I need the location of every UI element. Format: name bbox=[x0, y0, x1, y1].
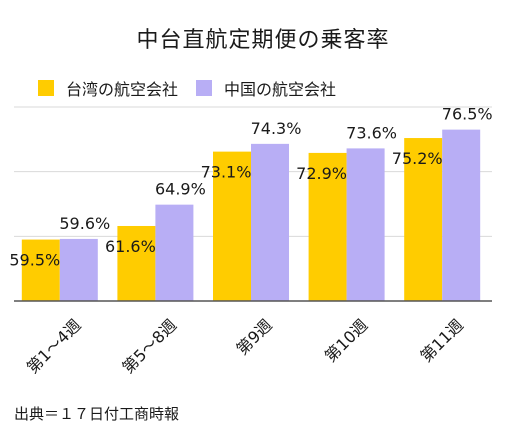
x-tick-label: 第10週 bbox=[321, 315, 371, 365]
data-label-china: 76.5% bbox=[442, 105, 493, 124]
data-label-taiwan: 61.6% bbox=[105, 237, 156, 256]
chart-plot: 59.5% 59.6% 第1～4週 61.6% 64.9% 第5～8週 73.1% 74.3%… bbox=[9, 105, 493, 378]
legend-swatch-taiwan bbox=[38, 80, 54, 96]
data-label-taiwan: 73.1% bbox=[201, 163, 252, 182]
source-note: 出典＝１７日付工商時報 bbox=[14, 405, 180, 423]
bar-taiwan bbox=[404, 138, 443, 301]
legend-item-china: 中国の航空会社 bbox=[196, 76, 336, 100]
bar-china bbox=[155, 204, 194, 301]
data-label-china: 59.6% bbox=[59, 214, 110, 233]
data-label-china: 73.6% bbox=[346, 123, 397, 142]
bar-china bbox=[251, 143, 289, 301]
legend-label-china: 中国の航空会社 bbox=[224, 80, 337, 99]
x-tick-label: 第11週 bbox=[417, 315, 467, 365]
legend-swatch-china bbox=[196, 80, 213, 96]
data-label-china: 74.3% bbox=[251, 119, 302, 138]
x-tick-label: 第1～4週 bbox=[23, 315, 85, 377]
bar-china bbox=[346, 148, 385, 301]
legend: 台湾の航空会社 中国の航空会社 bbox=[38, 76, 354, 100]
legend-item-taiwan: 台湾の航空会社 bbox=[38, 76, 178, 100]
chart-title: 中台直航定期便の乗客率 bbox=[136, 28, 390, 53]
bar-taiwan bbox=[308, 152, 347, 301]
data-label-taiwan: 59.5% bbox=[9, 251, 60, 270]
x-tick-label: 第9週 bbox=[233, 315, 276, 358]
data-label-china: 64.9% bbox=[155, 180, 206, 199]
data-label-taiwan: 75.2% bbox=[392, 149, 443, 168]
bar-taiwan bbox=[117, 225, 156, 301]
bar-china bbox=[59, 238, 98, 301]
legend-label-taiwan: 台湾の航空会社 bbox=[66, 80, 179, 99]
data-label-taiwan: 72.9% bbox=[296, 164, 347, 183]
x-tick-label: 第5～8週 bbox=[118, 315, 180, 377]
bar-china bbox=[442, 129, 481, 301]
bar-taiwan bbox=[21, 239, 60, 301]
bar-taiwan bbox=[213, 151, 251, 301]
